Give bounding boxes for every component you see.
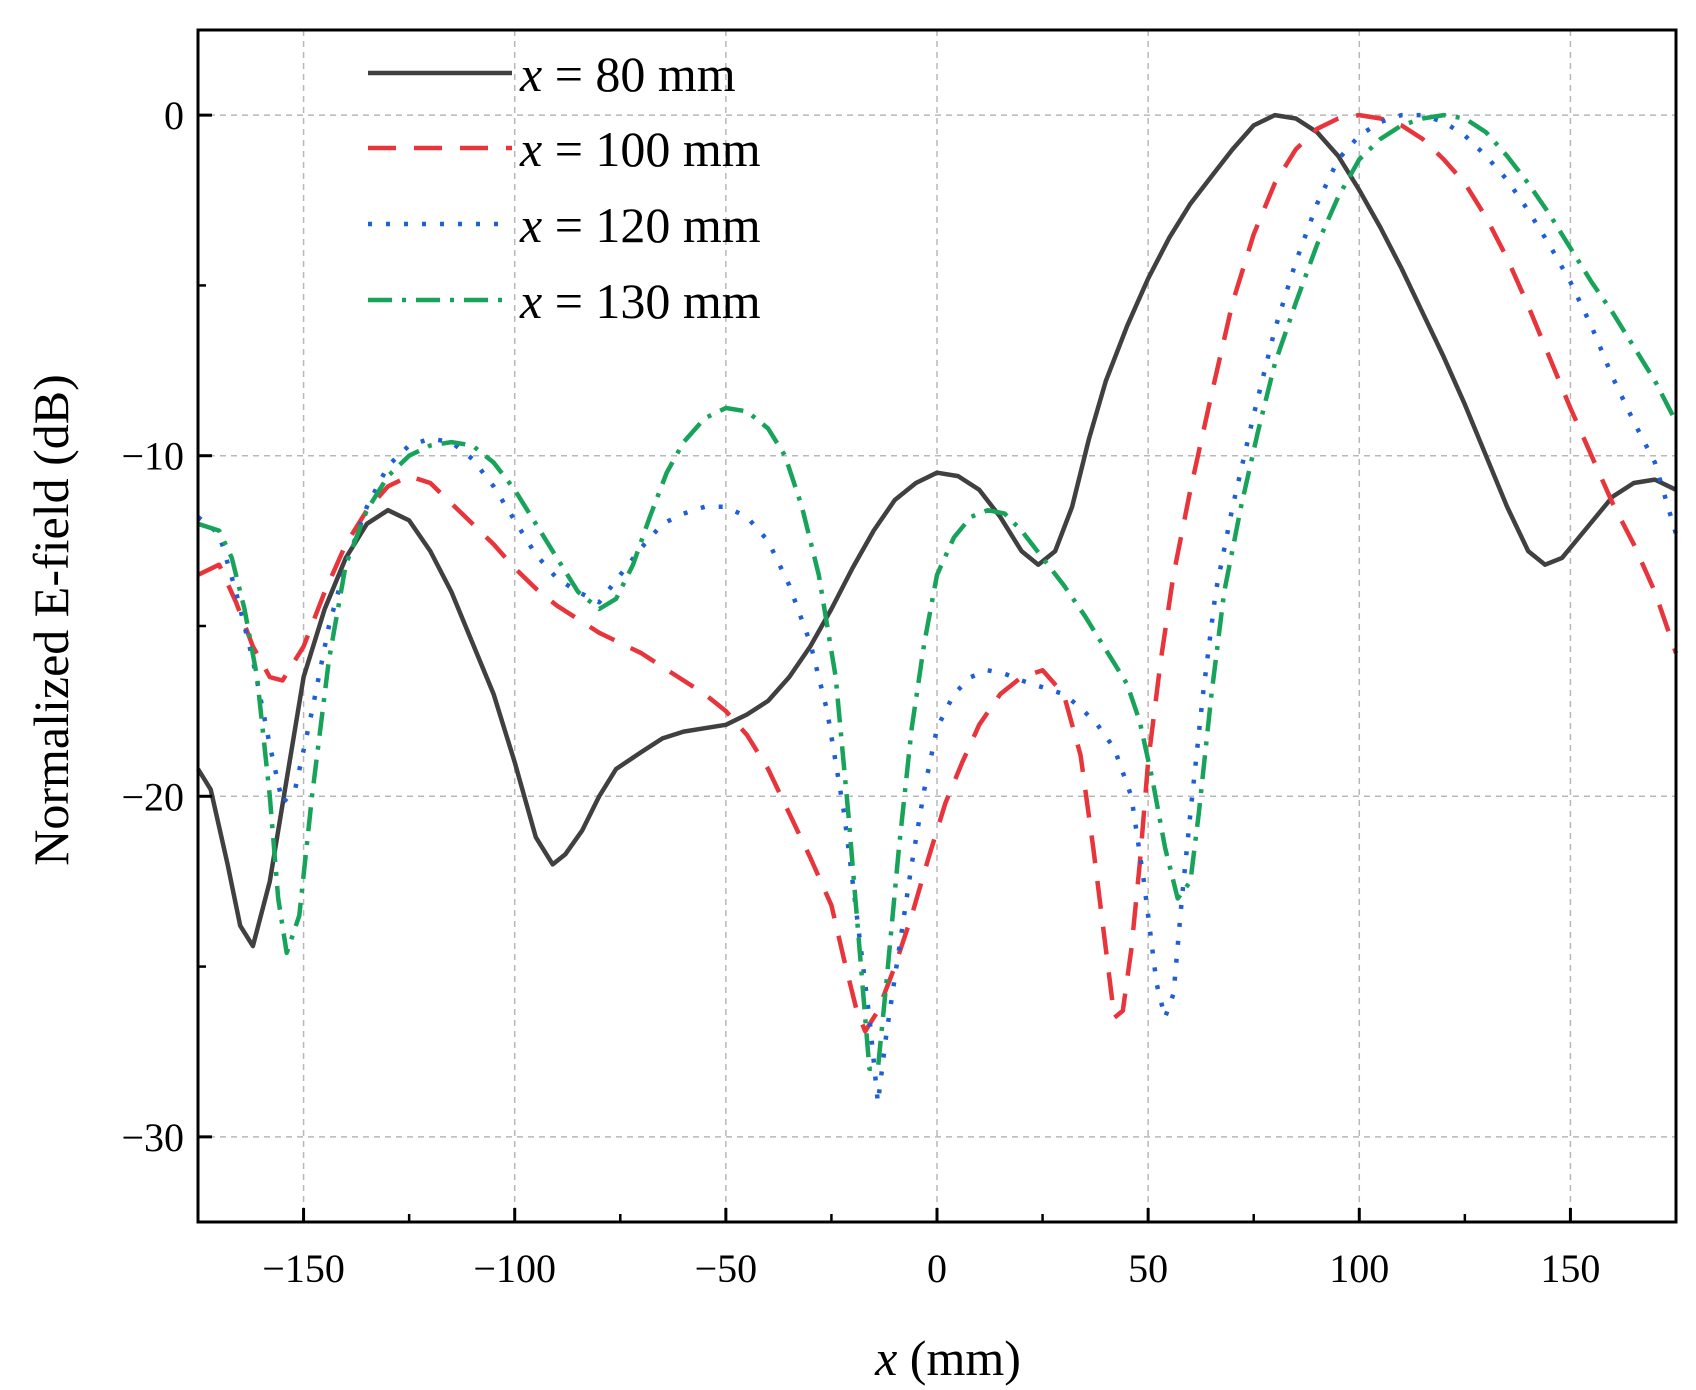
axis-ticks <box>198 113 1572 1222</box>
legend-entry-130mm: x = 130 mm <box>368 273 761 329</box>
x-tick-label: 100 <box>1329 1246 1389 1291</box>
series-line-1 <box>197 112 1679 1034</box>
y-tick-label: 0 <box>164 93 184 138</box>
legend-label-120mm: x = 120 mm <box>519 197 761 253</box>
series-line-0 <box>196 112 1677 949</box>
x-tick-label: −50 <box>695 1246 758 1291</box>
x-tick-label: −100 <box>473 1246 556 1291</box>
x-axis-variable: x <box>874 1330 897 1386</box>
x-tick-label: 150 <box>1540 1246 1600 1291</box>
y-axis-title: Normalized E-field (dB) <box>23 374 79 865</box>
legend-entry-80mm: x = 80 mm <box>368 46 736 102</box>
series-line-3 <box>197 112 1678 1071</box>
legend-entry-120mm: x = 120 mm <box>368 197 761 253</box>
x-tick-label: 50 <box>1128 1246 1168 1291</box>
x-axis-unit: (mm) <box>897 1330 1021 1386</box>
x-tick-label: −150 <box>262 1246 345 1291</box>
legend: x = 80 mm x = 100 mm x = 120 mm x = 130 … <box>368 46 761 329</box>
y-tick-label: −20 <box>121 774 184 819</box>
legend-label-80mm: x = 80 mm <box>519 46 736 102</box>
tick-labels: −150 −100 −50 0 50 100 150 0 −10 −20 −30 <box>121 93 1600 1291</box>
series-lines <box>196 112 1679 1106</box>
legend-label-130mm: x = 130 mm <box>519 273 761 329</box>
y-tick-label: −30 <box>121 1115 184 1160</box>
grid-lines <box>198 30 1676 1222</box>
y-tick-label: −10 <box>121 434 184 479</box>
x-tick-label: 0 <box>927 1246 947 1291</box>
legend-entry-100mm: x = 100 mm <box>368 121 761 177</box>
x-axis-title: x (mm) <box>874 1330 1021 1386</box>
legend-label-100mm: x = 100 mm <box>519 121 761 177</box>
